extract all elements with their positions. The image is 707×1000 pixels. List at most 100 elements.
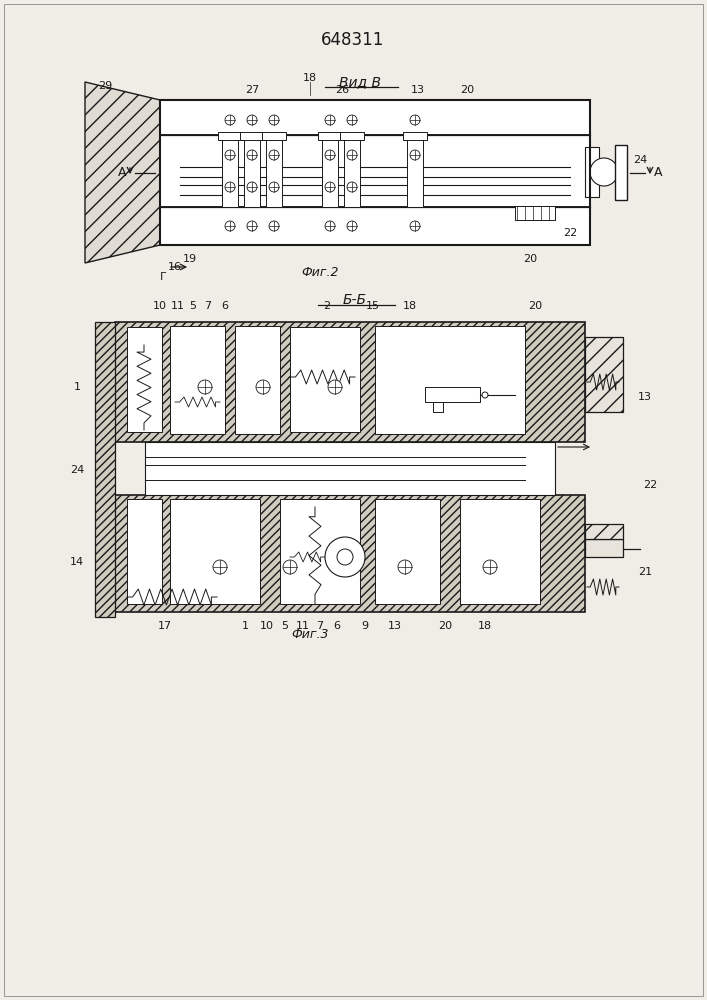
Text: 22: 22 bbox=[643, 480, 657, 490]
Bar bbox=[340, 132, 364, 140]
Circle shape bbox=[410, 150, 420, 160]
Text: 27: 27 bbox=[245, 85, 259, 95]
Text: 16: 16 bbox=[168, 262, 182, 272]
Text: 6: 6 bbox=[334, 621, 341, 631]
Bar bbox=[235, 326, 280, 434]
Bar bbox=[170, 499, 260, 604]
Text: 19: 19 bbox=[183, 254, 197, 264]
Bar bbox=[585, 524, 623, 539]
Text: 6: 6 bbox=[221, 301, 228, 311]
Text: 5: 5 bbox=[189, 301, 197, 311]
Circle shape bbox=[247, 182, 257, 192]
Text: 1: 1 bbox=[242, 621, 248, 631]
Bar bbox=[403, 132, 427, 140]
Bar bbox=[240, 132, 264, 140]
Circle shape bbox=[247, 115, 257, 125]
Text: A: A bbox=[118, 166, 127, 180]
Bar bbox=[375, 499, 440, 604]
Circle shape bbox=[410, 221, 420, 231]
Bar bbox=[515, 206, 555, 220]
Text: 17: 17 bbox=[158, 621, 172, 631]
Text: 13: 13 bbox=[638, 392, 652, 402]
Circle shape bbox=[269, 115, 279, 125]
Text: 5: 5 bbox=[281, 621, 288, 631]
Circle shape bbox=[325, 115, 335, 125]
Circle shape bbox=[590, 158, 618, 186]
Bar bbox=[222, 135, 238, 207]
Bar bbox=[262, 132, 286, 140]
Bar bbox=[266, 135, 282, 207]
Text: Б-Б: Б-Б bbox=[343, 293, 367, 307]
Text: 20: 20 bbox=[460, 85, 474, 95]
Circle shape bbox=[269, 221, 279, 231]
Text: 13: 13 bbox=[411, 85, 425, 95]
Text: 7: 7 bbox=[317, 621, 324, 631]
Circle shape bbox=[347, 150, 357, 160]
Text: 11: 11 bbox=[296, 621, 310, 631]
Circle shape bbox=[347, 182, 357, 192]
Bar bbox=[460, 499, 540, 604]
Circle shape bbox=[247, 221, 257, 231]
Circle shape bbox=[269, 150, 279, 160]
Circle shape bbox=[213, 560, 227, 574]
Bar bbox=[115, 495, 585, 612]
Text: 13: 13 bbox=[388, 621, 402, 631]
Bar bbox=[95, 322, 115, 617]
Text: 18: 18 bbox=[303, 73, 317, 83]
Bar bbox=[160, 100, 590, 245]
Bar bbox=[425, 387, 480, 402]
Circle shape bbox=[225, 115, 235, 125]
Circle shape bbox=[269, 182, 279, 192]
Circle shape bbox=[398, 560, 412, 574]
Bar bbox=[280, 499, 360, 604]
Text: 10: 10 bbox=[153, 301, 167, 311]
Text: Фиг.2: Фиг.2 bbox=[301, 266, 339, 279]
Circle shape bbox=[247, 150, 257, 160]
Circle shape bbox=[410, 115, 420, 125]
Bar bbox=[218, 132, 242, 140]
Circle shape bbox=[328, 380, 342, 394]
Circle shape bbox=[256, 380, 270, 394]
Circle shape bbox=[225, 150, 235, 160]
Bar bbox=[585, 539, 623, 557]
Text: 20: 20 bbox=[438, 621, 452, 631]
Bar bbox=[433, 402, 443, 412]
Text: 24: 24 bbox=[70, 465, 84, 475]
Circle shape bbox=[325, 182, 335, 192]
Circle shape bbox=[325, 537, 365, 577]
Text: 10: 10 bbox=[260, 621, 274, 631]
Bar bbox=[160, 100, 590, 135]
Circle shape bbox=[337, 549, 353, 565]
Text: 20: 20 bbox=[523, 254, 537, 264]
Bar bbox=[115, 322, 585, 442]
Text: 18: 18 bbox=[403, 301, 417, 311]
Bar bbox=[615, 145, 627, 200]
Text: 9: 9 bbox=[361, 621, 368, 631]
Bar bbox=[585, 337, 623, 412]
Circle shape bbox=[347, 115, 357, 125]
Text: 11: 11 bbox=[171, 301, 185, 311]
Text: 14: 14 bbox=[70, 557, 84, 567]
Text: Г: Г bbox=[160, 272, 166, 282]
Text: 18: 18 bbox=[478, 621, 492, 631]
Bar bbox=[585, 147, 599, 197]
Text: 15: 15 bbox=[366, 301, 380, 311]
Bar bbox=[290, 327, 360, 432]
Text: 29: 29 bbox=[98, 81, 112, 91]
Circle shape bbox=[225, 221, 235, 231]
Text: 2: 2 bbox=[323, 301, 331, 311]
Bar bbox=[244, 135, 260, 207]
Circle shape bbox=[482, 392, 488, 398]
Circle shape bbox=[325, 150, 335, 160]
Bar bbox=[375, 326, 525, 434]
Bar bbox=[344, 135, 360, 207]
Text: Вид В: Вид В bbox=[339, 75, 381, 89]
Bar bbox=[160, 207, 590, 245]
Circle shape bbox=[283, 560, 297, 574]
Text: A: A bbox=[654, 166, 662, 180]
Circle shape bbox=[225, 182, 235, 192]
Text: Фиг.3: Фиг.3 bbox=[291, 628, 329, 641]
Text: 20: 20 bbox=[528, 301, 542, 311]
Circle shape bbox=[347, 221, 357, 231]
Bar bbox=[145, 442, 555, 495]
